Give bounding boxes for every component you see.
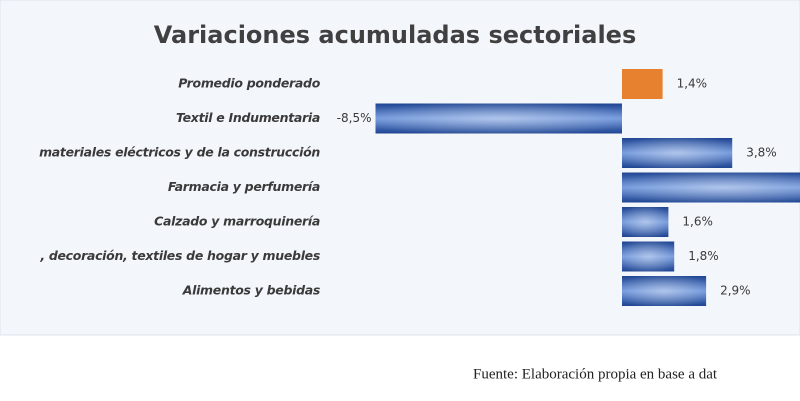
value-label: 1,8% (688, 249, 719, 263)
bar-highlight (622, 241, 675, 272)
value-label: 3,8% (746, 146, 777, 160)
category-label: Promedio ponderado (178, 76, 321, 91)
source-note: Fuente: Elaboración propia en base a dat (473, 366, 718, 382)
category-label: materiales eléctricos y de la construcci… (39, 145, 320, 160)
value-label: -8,5% (337, 111, 372, 125)
category-label: Farmacia y perfumería (168, 179, 320, 194)
bar-highlight (622, 276, 707, 306)
bar (622, 69, 663, 99)
value-label: 1,4% (677, 77, 708, 91)
bar-highlight (375, 103, 622, 134)
category-label: , decoración, textiles de hogar y mueble… (39, 248, 320, 263)
chart-title: Variaciones acumuladas sectoriales (154, 21, 637, 49)
value-label: 2,9% (720, 284, 751, 298)
value-label: 1,6% (682, 215, 713, 229)
bar-highlight (622, 207, 669, 237)
category-label: Calzado y marroquinería (154, 214, 320, 229)
category-label: Textil e Indumentaria (176, 110, 320, 125)
bar-highlight (622, 138, 733, 168)
category-label: Alimentos y bebidas (182, 283, 320, 298)
bar-highlight (622, 172, 800, 203)
